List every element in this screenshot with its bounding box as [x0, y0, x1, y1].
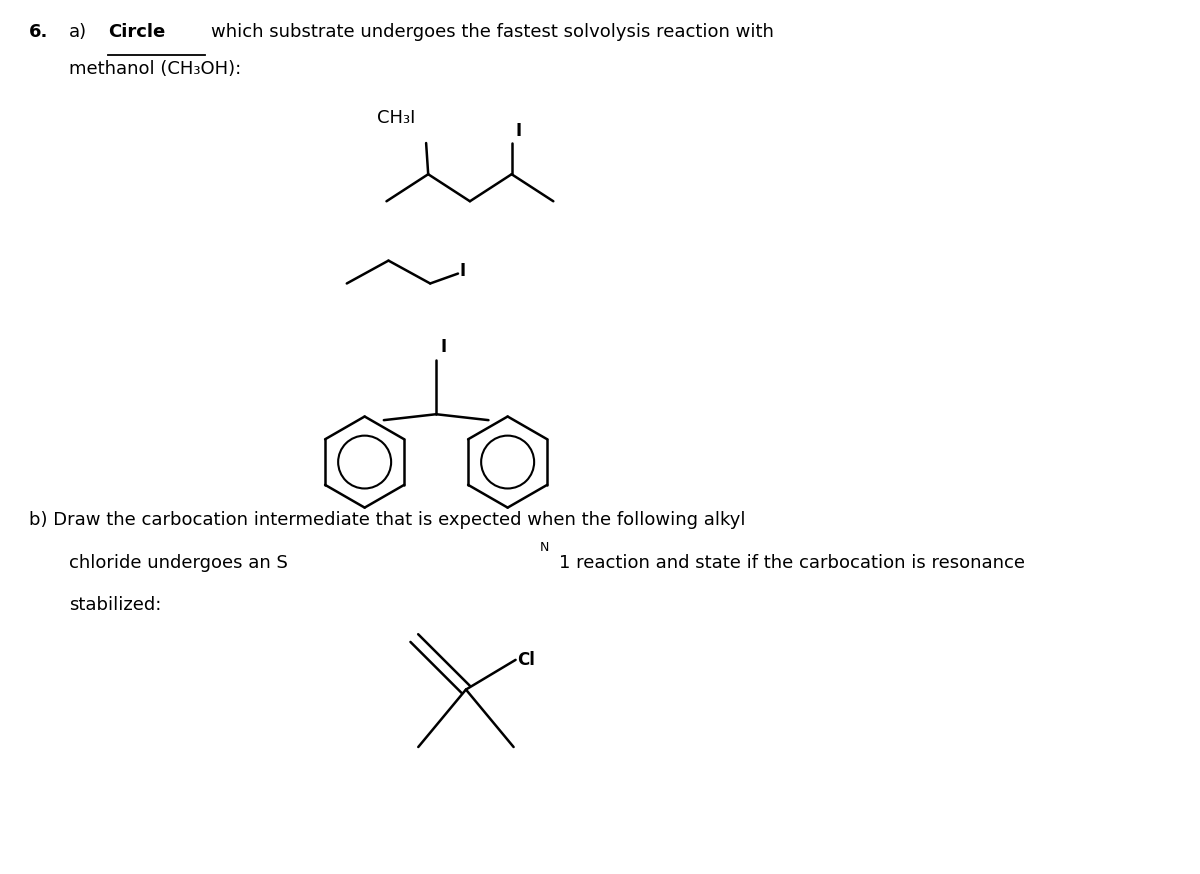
Text: b) Draw the carbocation intermediate that is expected when the following alkyl: b) Draw the carbocation intermediate tha… [29, 511, 745, 530]
Text: chloride undergoes an S: chloride undergoes an S [68, 554, 288, 572]
Text: N: N [540, 541, 548, 554]
Text: 1 reaction and state if the carbocation is resonance: 1 reaction and state if the carbocation … [559, 554, 1025, 572]
Text: methanol (CH₃OH):: methanol (CH₃OH): [68, 59, 241, 78]
Text: I: I [460, 261, 466, 280]
Text: I: I [440, 337, 446, 356]
Text: Circle: Circle [108, 23, 166, 41]
Text: stabilized:: stabilized: [68, 596, 161, 614]
Text: Cl: Cl [517, 651, 535, 669]
Text: a): a) [68, 23, 86, 41]
Text: 6.: 6. [29, 23, 48, 41]
Text: CH₃I: CH₃I [377, 109, 415, 127]
Text: which substrate undergoes the fastest solvolysis reaction with: which substrate undergoes the fastest so… [211, 23, 774, 41]
Text: I: I [516, 122, 522, 140]
